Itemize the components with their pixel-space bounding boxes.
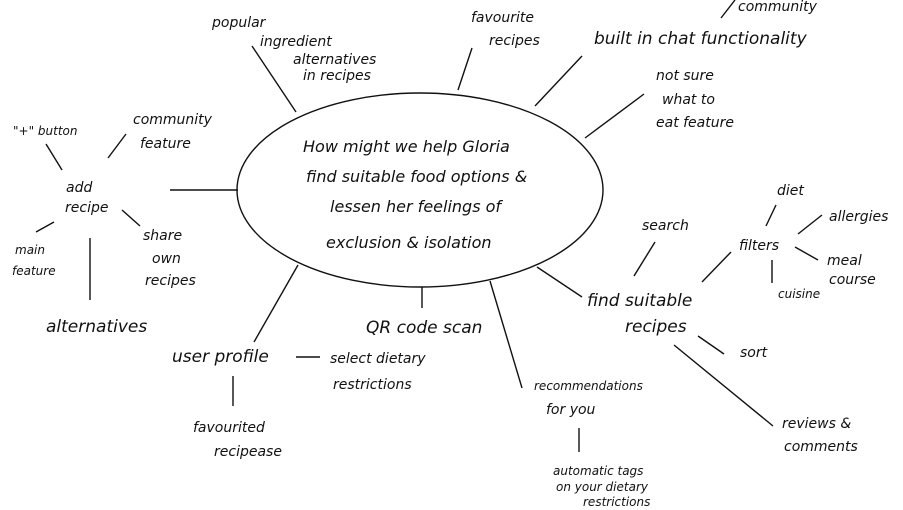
node-popular-line-4: in recipes (303, 68, 371, 84)
connector-reviews (673, 344, 774, 427)
node-main-feature-line-2: feature (12, 264, 56, 278)
node-user-profile: user profile (172, 347, 269, 367)
node-recommendations-line-1: recommendations (534, 379, 643, 393)
node-filters: filters (739, 238, 779, 254)
node-automatic-tags-line-2: on your dietary (556, 480, 649, 494)
node-popular-line-3: alternatives (293, 52, 376, 68)
connector-not-sure (584, 93, 645, 139)
central-question: How might we help Gloria find suitable f… (303, 137, 527, 252)
node-community-feature-line-1: community (133, 112, 213, 128)
node-find-suitable-line-2: recipes (625, 317, 687, 337)
node-favourite-recipes: favourite recipes (471, 10, 540, 49)
node-community-feature: community feature (133, 112, 213, 152)
node-popular-ingredient: popular ingredient alternatives in recip… (211, 15, 376, 84)
node-popular-line-1: popular (211, 15, 267, 31)
node-plus-button: "+" button (13, 124, 78, 138)
node-alternatives: alternatives (46, 317, 147, 337)
node-cuisine: cuisine (778, 287, 820, 301)
central-question-line-2: find suitable food options & (306, 167, 527, 186)
connector-meal (794, 246, 819, 261)
node-select-dietary-line-2: restrictions (333, 377, 412, 393)
node-favourited-line-2: recipease (214, 444, 282, 460)
connector-allergies (797, 214, 823, 235)
connector-chat (534, 55, 583, 107)
connector-main-feature (35, 221, 55, 233)
node-automatic-tags: automatic tags on your dietary restricti… (553, 464, 650, 509)
node-main-feature: main feature (12, 243, 56, 278)
node-qr-code-scan: QR code scan (366, 318, 482, 338)
node-select-dietary-line-1: select dietary (330, 351, 426, 367)
node-select-dietary: select dietary restrictions (330, 351, 426, 393)
node-reviews-line-1: reviews & (782, 416, 851, 432)
node-add-recipe-line-2: recipe (65, 200, 108, 216)
connector-recommendations (489, 280, 523, 389)
connector-community-feature (107, 133, 127, 159)
connector-popular (251, 45, 297, 113)
node-share-line-1: share (143, 228, 182, 244)
connector-find-suitable (536, 266, 583, 298)
node-built-in-chat: built in chat functionality (594, 29, 808, 49)
node-main-feature-line-1: main (15, 243, 45, 257)
node-sort: sort (740, 345, 768, 361)
connector-share (121, 209, 141, 227)
node-recommendations-line-2: for you (546, 402, 596, 418)
node-meal-line-1: meal (827, 253, 862, 269)
connector-diet (765, 204, 777, 227)
node-not-sure: not sure what to eat feature (656, 68, 734, 131)
node-popular-line-2: ingredient (260, 34, 332, 50)
node-meal-line-2: course (829, 272, 876, 288)
connector-favourite (457, 47, 473, 91)
node-share-line-2: own (152, 251, 181, 267)
node-reviews-comments: reviews & comments (782, 416, 858, 455)
central-ellipse (236, 92, 604, 288)
node-community-top: community (738, 0, 818, 15)
node-add-recipe-line-1: add (66, 180, 92, 196)
node-meal-course: meal course (827, 253, 876, 288)
node-recommendations: recommendations for you (534, 379, 643, 418)
node-find-suitable-recipes: find suitable recipes (587, 291, 692, 337)
connector-search (633, 241, 656, 277)
node-favourited-line-1: favourited (193, 420, 265, 436)
central-question-line-4: exclusion & isolation (326, 233, 492, 252)
node-automatic-tags-line-1: automatic tags (553, 464, 643, 478)
node-allergies: allergies (829, 209, 888, 225)
node-find-suitable-line-1: find suitable (587, 291, 692, 311)
node-favourite-line-2: recipes (489, 33, 540, 49)
node-reviews-line-2: comments (784, 439, 858, 455)
connector-community-top (720, 0, 736, 19)
connector-user-profile (253, 264, 299, 343)
node-share-own-recipes: share own recipes (143, 228, 196, 289)
node-automatic-tags-line-3: restrictions (583, 495, 650, 509)
connector-filters (701, 251, 732, 283)
node-search: search (642, 218, 689, 234)
node-favourite-line-1: favourite (471, 10, 534, 26)
node-not-sure-line-3: eat feature (656, 115, 734, 131)
connector-plus-button (45, 143, 63, 171)
connector-sort (697, 335, 725, 355)
central-question-line-3: lessen her feelings of (330, 197, 503, 216)
node-not-sure-line-1: not sure (656, 68, 714, 84)
node-favourited-recipes: favourited recipease (193, 420, 282, 460)
node-share-line-3: recipes (145, 273, 196, 289)
central-question-line-1: How might we help Gloria (303, 137, 510, 156)
node-add-recipe: add recipe (65, 180, 108, 216)
node-not-sure-line-2: what to (662, 92, 715, 108)
node-community-feature-line-2: feature (140, 136, 191, 152)
node-diet: diet (777, 183, 804, 199)
